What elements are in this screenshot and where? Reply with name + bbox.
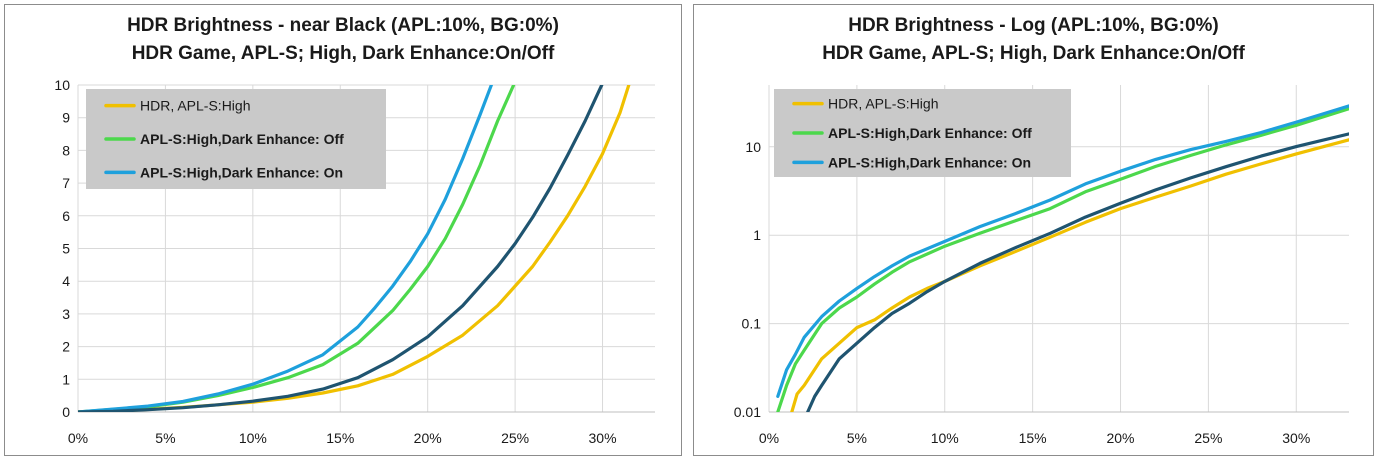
y-tick-label: 9: [62, 110, 70, 126]
y-tick-label: 3: [62, 306, 70, 322]
y-tick-label: 1: [753, 227, 761, 243]
y-tick-label: 4: [62, 273, 70, 289]
x-tick-label: 15%: [1019, 430, 1047, 446]
x-tick-label: 30%: [1282, 430, 1310, 446]
x-tick-label: 0%: [68, 430, 88, 446]
x-tick-label: 5%: [155, 430, 175, 446]
x-tick-label: 10%: [239, 430, 267, 446]
x-tick-label: 20%: [1106, 430, 1134, 446]
y-tick-label: 2: [62, 339, 70, 355]
y-tick-label: 8: [62, 142, 70, 158]
legend: HDR, APL-S:High APL-S:High,Dark Enhance: …: [86, 89, 386, 189]
legend-label: APL-S:High,Dark Enhance: On: [828, 154, 1031, 170]
x-tick-label: 20%: [414, 430, 442, 446]
x-tick-label: 25%: [501, 430, 529, 446]
legend-label: HDR, APL-S:High: [828, 96, 938, 112]
y-tick-label: 0.01: [734, 404, 761, 420]
series-line: [78, 85, 604, 412]
y-tick-label: 10: [745, 139, 761, 155]
x-tick-label: 25%: [1194, 430, 1222, 446]
y-tick-label: 7: [62, 175, 70, 191]
x-tick-label: 10%: [931, 430, 959, 446]
legend: HDR, APL-S:High APL-S:High,Dark Enhance: …: [774, 89, 1071, 177]
legend-label: APL-S:High,Dark Enhance: Off: [140, 131, 344, 147]
legend-label: HDR, APL-S:High: [140, 98, 250, 114]
y-tick-label: 1: [62, 371, 70, 387]
chart-panel-left: HDR Brightness - near Black (APL:10%, BG…: [4, 4, 682, 456]
series-group: [776, 104, 1349, 412]
y-tick-label: 0.1: [742, 316, 762, 332]
x-tick-label: 15%: [326, 430, 354, 446]
chart-subtitle: HDR Game, APL-S; High, Dark Enhance:On/O…: [822, 43, 1245, 64]
x-tick-label: 30%: [589, 430, 617, 446]
y-tick-label: 5: [62, 241, 70, 257]
x-tick-label: 5%: [847, 430, 867, 446]
x-tick-label: 0%: [759, 430, 779, 446]
legend-label: APL-S:High,Dark Enhance: On: [140, 164, 343, 180]
y-tick-label: 6: [62, 208, 70, 224]
series-line: [776, 107, 1349, 412]
series-group: [78, 85, 631, 412]
chart-plot-area: 0.01 0.1 1 10 0% 5% 10% 15% 20% 25% 30% HDR, APL-S:…: [734, 85, 1349, 446]
chart-plot-area: 0 1 2 3 4 5 6 7 8 9 10 0% 5% 10% 15% 20% 25% 30% HDR, APL-…: [54, 77, 655, 446]
series-line: [806, 132, 1349, 412]
chart-title: HDR Brightness - Log (APL:10%, BG:0%): [848, 15, 1219, 36]
chart-panel-right: HDR Brightness - Log (APL:10%, BG:0%) HD…: [693, 4, 1374, 456]
chart-title: HDR Brightness - near Black (APL:10%, BG…: [127, 15, 559, 36]
y-tick-label: 0: [62, 404, 70, 420]
y-tick-label: 10: [54, 77, 70, 93]
legend-background: [86, 89, 386, 189]
legend-label: APL-S:High,Dark Enhance: Off: [828, 125, 1032, 141]
series-line: [78, 85, 494, 412]
chart-subtitle: HDR Game, APL-S; High, Dark Enhance:On/O…: [131, 43, 555, 64]
series-line: [776, 104, 1349, 398]
